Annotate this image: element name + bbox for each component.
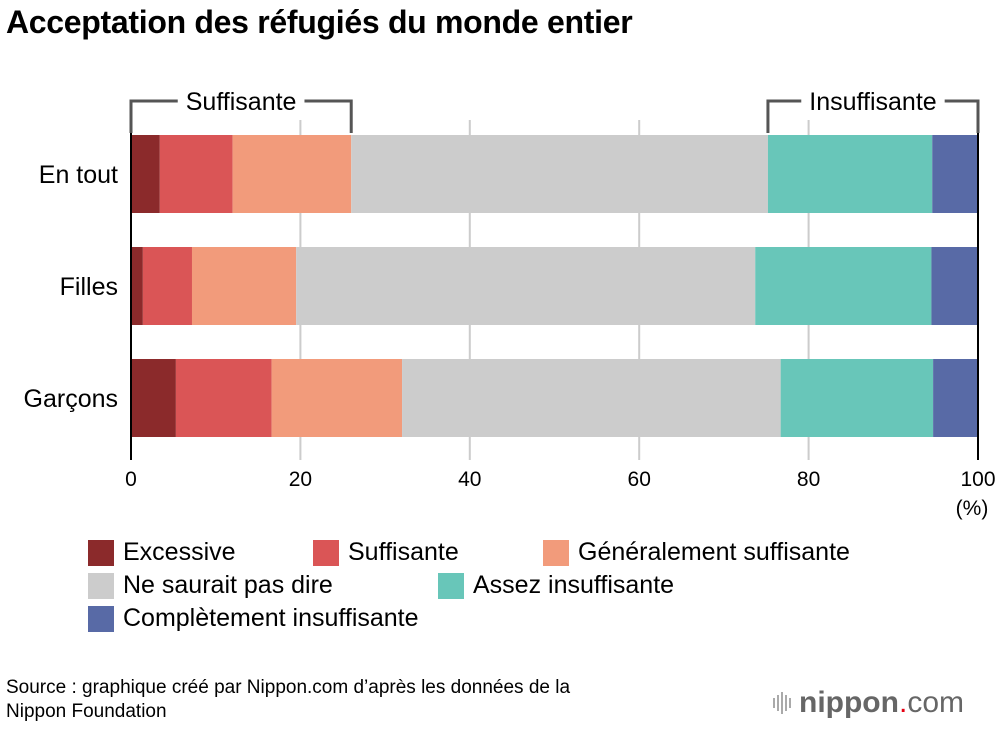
bracket-line — [304, 99, 353, 133]
legend-label: Généralement suffisante — [578, 538, 850, 566]
logo-waves-icon — [773, 692, 793, 714]
bar-segment — [131, 247, 143, 325]
bracket-line — [129, 99, 178, 133]
logo-dot: . — [898, 686, 908, 719]
legend-swatch — [88, 539, 114, 566]
legend-item: Ne saurait pas dire — [88, 569, 333, 602]
legend-item: Assez insuffisante — [438, 569, 674, 602]
legend-item: Suffisante — [313, 536, 459, 569]
legend-label: Assez insuffisante — [473, 571, 675, 599]
legend-swatch — [543, 539, 569, 566]
bar-segment — [232, 135, 352, 213]
bracket-label: Insuffisante — [809, 88, 936, 116]
chart-title: Acceptation des réfugiés du monde entier — [6, 4, 633, 40]
bar-segment — [175, 359, 272, 437]
bar-segment — [159, 135, 233, 213]
legend-label: Ne saurait pas dire — [123, 571, 333, 599]
bar-segment — [191, 247, 297, 325]
bar-segment — [402, 359, 781, 437]
bar-segment — [780, 359, 934, 437]
x-tick-label: 100 — [960, 468, 995, 491]
bar-segment — [933, 359, 978, 437]
nippon-logo: nippon. com — [773, 686, 964, 720]
bar-segment — [131, 359, 176, 437]
category-label: Garçons — [24, 385, 118, 413]
legend-swatch — [313, 539, 339, 566]
bracket-line — [766, 99, 802, 133]
logo-name: nippon — [799, 686, 899, 719]
x-tick-label: 20 — [289, 468, 312, 491]
bar-segment — [767, 135, 933, 213]
legend-item: Complètement insuffisante — [88, 602, 419, 635]
bar-segment — [755, 247, 932, 325]
bar-segment — [142, 247, 192, 325]
x-tick-label: 40 — [458, 468, 481, 491]
source-line-2: Nippon Foundation — [6, 701, 167, 722]
legend-item: Excessive — [88, 536, 236, 569]
legend-label: Suffisante — [348, 538, 459, 566]
x-tick-label: 60 — [628, 468, 651, 491]
bar-segment — [131, 135, 160, 213]
legend-swatch — [88, 572, 114, 599]
bar-segment — [296, 247, 756, 325]
bracket-line — [944, 99, 980, 133]
legend-label: Excessive — [123, 538, 236, 566]
bracket-label: Suffisante — [186, 88, 297, 116]
bar-segment — [931, 247, 978, 325]
x-tick-label: 0 — [125, 468, 137, 491]
category-label: En tout — [39, 161, 118, 189]
bar-segment — [351, 135, 768, 213]
x-tick-label: 80 — [797, 468, 820, 491]
source-note: Source : graphique créé par Nippon.com d… — [6, 676, 570, 724]
legend-item: Généralement suffisante — [543, 536, 850, 569]
logo-suffix: com — [907, 686, 964, 719]
x-unit-label: (%) — [956, 497, 989, 520]
bar-segment — [271, 359, 403, 437]
category-label: Filles — [60, 273, 118, 301]
legend-label: Complètement insuffisante — [123, 604, 419, 632]
legend-swatch — [88, 605, 114, 632]
source-line-1: Source : graphique créé par Nippon.com d… — [6, 677, 571, 698]
legend-swatch — [438, 572, 464, 599]
bar-segment — [932, 135, 978, 213]
